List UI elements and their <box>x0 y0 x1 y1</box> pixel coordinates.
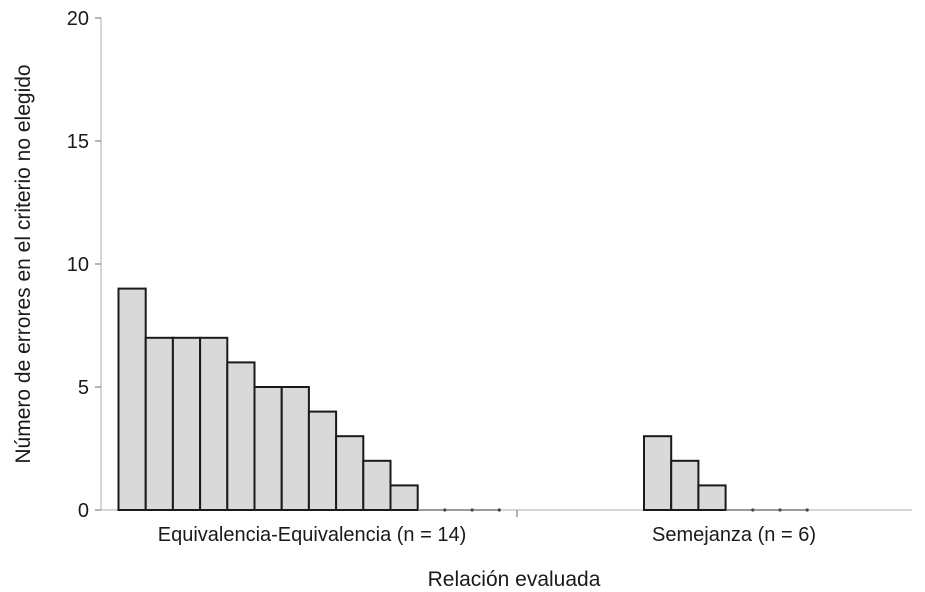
bar <box>280 386 310 511</box>
bar <box>670 459 700 511</box>
bar <box>335 435 365 512</box>
bar <box>144 336 174 511</box>
bar <box>226 361 256 511</box>
zero-bar-mark <box>805 508 809 512</box>
y-tick-label: 5 <box>78 377 89 399</box>
y-axis-title: Número de errores en el criterio no eleg… <box>12 64 35 463</box>
zero-bar-mark <box>497 508 501 512</box>
y-tick-label: 20 <box>67 8 89 30</box>
bar <box>643 435 673 512</box>
bar <box>253 386 283 511</box>
bar <box>389 484 419 511</box>
bar <box>117 287 147 511</box>
zero-value-marks <box>417 508 809 512</box>
category-labels: Equivalencia-Equivalencia (n = 14) Semeja… <box>158 524 816 546</box>
bar <box>697 484 727 511</box>
bars <box>117 287 727 512</box>
x-axis-title: Relación evaluada <box>428 568 601 591</box>
x-category-label: Equivalencia-Equivalencia (n = 14) <box>158 524 467 546</box>
y-ticks: 0 5 10 15 20 <box>67 8 101 522</box>
bar <box>171 336 202 511</box>
y-tick-label: 15 <box>67 131 89 153</box>
bar <box>362 459 392 511</box>
y-tick-label: 10 <box>67 254 89 276</box>
bar <box>199 336 229 511</box>
x-category-label: Semejanza (n = 6) <box>652 524 816 546</box>
y-tick-label: 0 <box>78 500 89 522</box>
bar <box>307 410 338 512</box>
